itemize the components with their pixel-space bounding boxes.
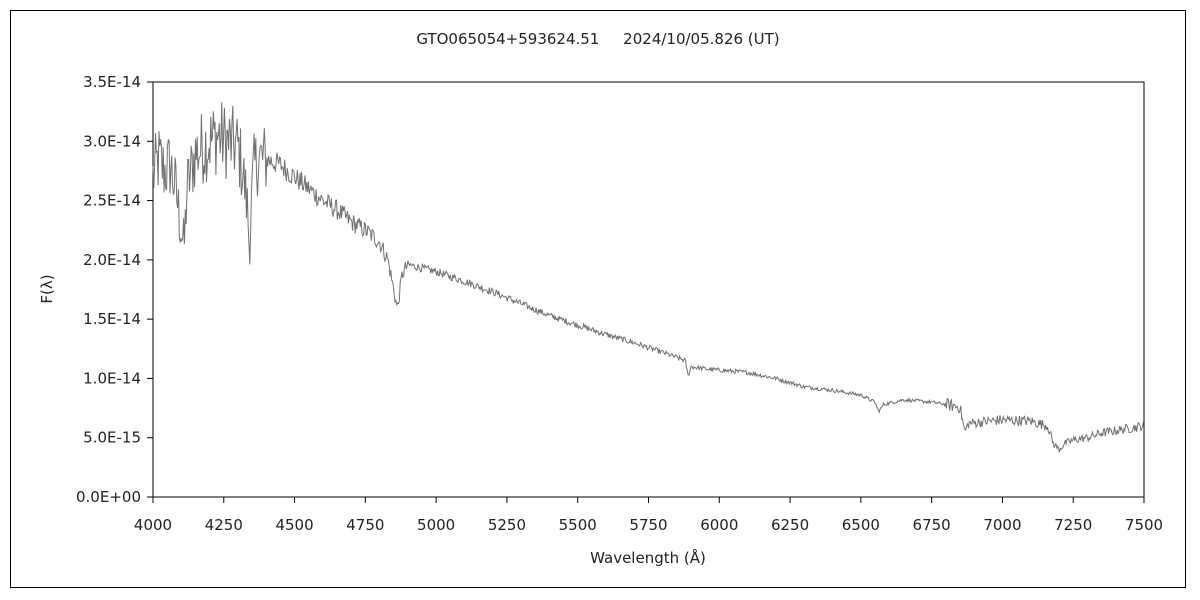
x-tick-label: 4500 xyxy=(275,516,313,534)
x-tick-label: 5250 xyxy=(488,516,526,534)
x-tick-label: 4250 xyxy=(205,516,243,534)
y-tick-label: 2.5E-14 xyxy=(83,192,141,210)
y-tick-label: 0.0E+00 xyxy=(76,488,141,506)
y-tick-label: 5.0E-15 xyxy=(83,429,141,447)
x-tick-label: 5000 xyxy=(417,516,455,534)
x-tick-label: 7000 xyxy=(983,516,1021,534)
x-tick-label: 6000 xyxy=(700,516,738,534)
x-axis-ticks: 4000 4250 4500 4750 5000 5250 5500 5750 6000 6250… xyxy=(134,497,1163,534)
y-tick-label: 1.0E-14 xyxy=(83,369,141,387)
x-tick-label: 6250 xyxy=(771,516,809,534)
x-tick-label: 7500 xyxy=(1125,516,1163,534)
x-tick-label: 4750 xyxy=(346,516,384,534)
y-tick-label: 3.0E-14 xyxy=(83,132,141,150)
y-tick-label: 3.5E-14 xyxy=(83,73,141,91)
y-axis-ticks: 0.0E+00 5.0E-15 1.0E-14 1.5E-14 2.0E-14 2.5E-… xyxy=(76,73,153,506)
y-axis-title: F(λ) xyxy=(38,274,56,303)
plot-area xyxy=(152,81,1145,498)
chart-title: GTO065054+593624.51 2024/10/05.826 (UT) xyxy=(416,30,779,48)
x-tick-label: 5750 xyxy=(629,516,667,534)
chart-frame xyxy=(10,10,1186,588)
chart-title-group: GTO065054+593624.51 2024/10/05.826 (UT) xyxy=(416,30,779,48)
y-tick-label: 2.0E-14 xyxy=(83,251,141,269)
spectrum-line xyxy=(152,101,1144,453)
series-group xyxy=(152,101,1144,453)
y-tick-label: 1.5E-14 xyxy=(83,310,141,328)
x-tick-label: 7250 xyxy=(1054,516,1092,534)
x-tick-label: 5500 xyxy=(559,516,597,534)
x-tick-label: 4000 xyxy=(134,516,172,534)
x-axis-title: Wavelength (Å) xyxy=(590,548,706,567)
x-tick-label: 6750 xyxy=(913,516,951,534)
x-tick-label: 6500 xyxy=(842,516,880,534)
